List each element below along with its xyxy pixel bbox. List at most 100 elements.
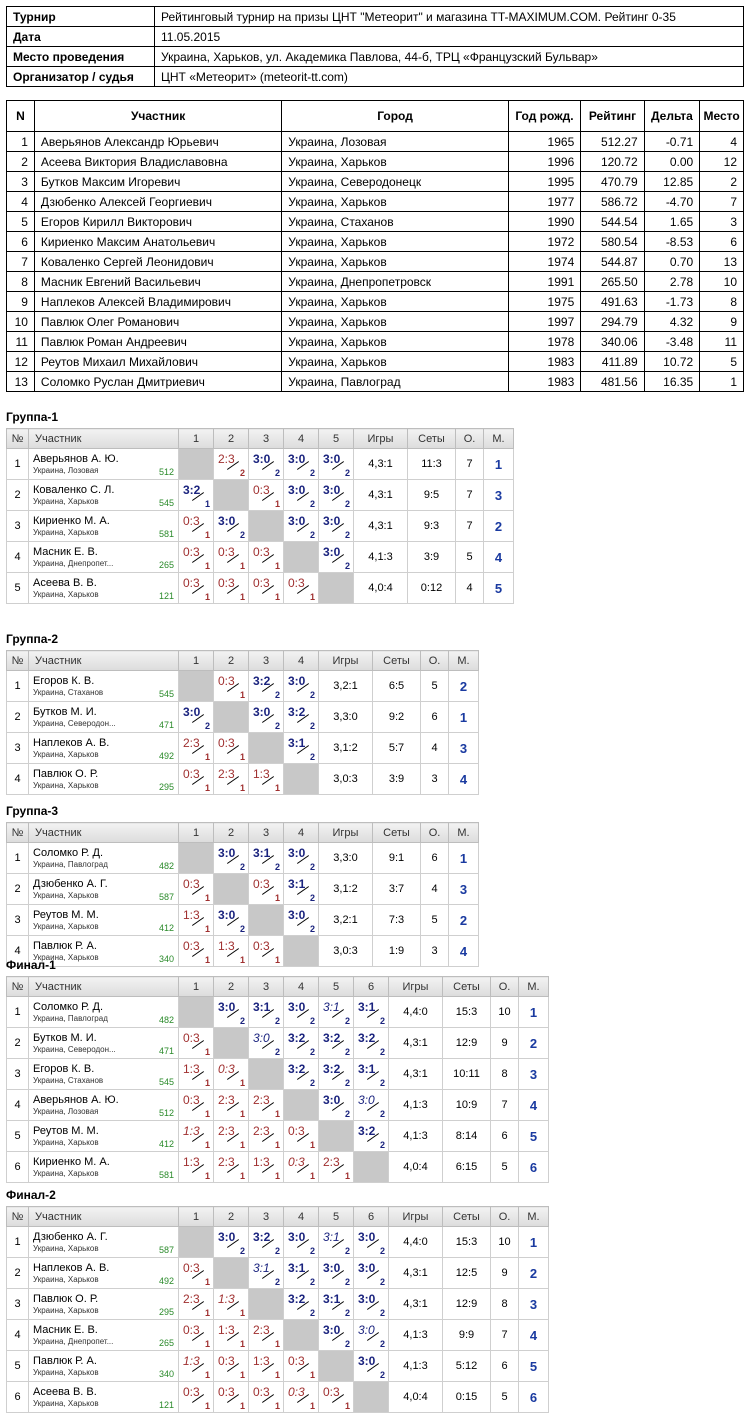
row-points: 5 <box>490 1381 519 1413</box>
match-points: 2 <box>309 893 315 903</box>
player-name: Наплеков А. В. <box>33 1262 110 1274</box>
participant-cell: 8 <box>6 271 35 292</box>
row-no: 2 <box>6 1027 29 1059</box>
self-cell <box>283 1319 319 1351</box>
match-score: 0:3 <box>253 1385 270 1399</box>
self-cell <box>318 1350 354 1382</box>
row-no: 4 <box>6 763 29 795</box>
participant-cell: 10 <box>699 271 744 292</box>
player-rating: 581 <box>158 1170 174 1180</box>
player-city: Украина, Харьков <box>33 1399 99 1408</box>
col-games: Игры <box>388 1206 443 1227</box>
match-points: 2 <box>344 499 350 509</box>
participant-cell: 12 <box>699 151 744 172</box>
match-score: 3:0 <box>253 452 271 466</box>
match-points: 2 <box>344 1078 350 1088</box>
match-cell: 0:3 1 <box>213 732 249 764</box>
match-cell: 3:0 2 <box>213 1226 249 1258</box>
match-points: 1 <box>274 561 280 571</box>
participant-cell: 265.50 <box>580 271 645 292</box>
match-cell: 1:3 1 <box>178 904 214 936</box>
player-rating: 412 <box>158 923 174 933</box>
match-points: 2 <box>204 721 210 731</box>
info-key: Организатор / судья <box>6 66 155 87</box>
player-rating: 482 <box>158 1015 174 1025</box>
match-cell: 2:3 1 <box>248 1089 284 1121</box>
group-row: 3 Реутов М. М. Украина, Харьков 412 1:3 1 3:0 2… <box>6 904 479 936</box>
self-cell <box>213 873 249 905</box>
match-points: 1 <box>204 1308 210 1318</box>
group-row: 1 Соломко Р. Д. Украина, Павлоград 482 3:0 2 3… <box>6 842 479 874</box>
match-cell: 3:0 2 <box>318 541 354 573</box>
match-cell: 3:2 2 <box>248 670 284 702</box>
match-cell: 3:1 2 <box>353 1058 389 1090</box>
participant-cell: 2 <box>699 171 744 192</box>
participant-cell: Соломко Руслан Дмитриевич <box>33 371 283 392</box>
self-cell <box>248 1058 284 1090</box>
participant-cell: 3 <box>6 171 35 192</box>
match-points: 2 <box>274 1047 280 1057</box>
participant-cell: 1996 <box>507 151 582 172</box>
match-score: 3:2 <box>253 1230 271 1244</box>
match-cell: 3:0 2 <box>283 842 319 874</box>
match-cell: 1:3 1 <box>178 1058 214 1090</box>
row-games: 4,0:4 <box>388 1381 443 1413</box>
player-name: Дзюбенко А. Г. <box>33 878 108 890</box>
row-place: 5 <box>518 1350 549 1382</box>
match-points: 1 <box>309 1140 315 1150</box>
match-points: 2 <box>309 1246 315 1256</box>
match-score: 2:3 <box>218 1124 235 1138</box>
match-points: 2 <box>309 1016 315 1026</box>
participant-cell: 470.79 <box>580 171 645 192</box>
participant-row: 1 Аверьянов Александр Юрьевич Украина, Лоз… <box>6 131 744 152</box>
player-name: Бутков М. И. <box>33 706 97 718</box>
row-no: 5 <box>6 572 29 604</box>
group-row: 2 Дзюбенко А. Г. Украина, Харьков 587 0:3 1 0:… <box>6 873 479 905</box>
match-score: 3:2 <box>253 674 271 688</box>
player-city: Украина, Харьков <box>33 1169 99 1178</box>
match-points: 1 <box>204 561 210 571</box>
match-score: 3:2 <box>288 1031 306 1045</box>
match-cell: 0:3 1 <box>178 935 214 967</box>
match-points: 2 <box>274 1277 280 1287</box>
match-points: 2 <box>344 1016 350 1026</box>
match-cell: 3:0 2 <box>353 1319 389 1351</box>
match-points: 1 <box>239 752 245 762</box>
participant-cell: 7 <box>699 191 744 212</box>
participant-cell: 5 <box>699 351 744 372</box>
match-points: 2 <box>344 468 350 478</box>
match-cell: 3:0 2 <box>353 1350 389 1382</box>
match-points: 2 <box>344 530 350 540</box>
col-games: Игры <box>318 650 373 671</box>
match-cell: 3:0 2 <box>318 1257 354 1289</box>
participant-row: 3 Бутков Максим Игоревич Украина, Северодо… <box>6 171 744 192</box>
row-sets: 6:5 <box>372 670 421 702</box>
match-points: 2 <box>344 561 350 571</box>
match-score: 0:3 <box>218 576 235 590</box>
row-no: 6 <box>6 1381 29 1413</box>
col-points: О. <box>490 976 519 997</box>
match-cell: 0:3 1 <box>283 1151 319 1183</box>
row-games: 4,3:1 <box>353 448 408 480</box>
match-points: 2 <box>239 1246 245 1256</box>
player-cell: Асеева В. В. Украина, Харьков 121 <box>28 572 179 604</box>
player-city: Украина, Харьков <box>33 1244 99 1253</box>
row-points: 4 <box>455 572 484 604</box>
col-opponent: 2 <box>213 428 249 449</box>
participant-cell: 0.70 <box>643 251 701 272</box>
match-points: 2 <box>379 1370 385 1380</box>
match-cell: 3:1 2 <box>353 996 389 1028</box>
participant-cell: -1.73 <box>643 291 701 312</box>
match-points: 1 <box>239 783 245 793</box>
match-points: 2 <box>274 690 280 700</box>
match-score: 1:3 <box>183 1155 200 1169</box>
match-score: 3:0 <box>323 1261 341 1275</box>
player-cell: Реутов М. М. Украина, Харьков 412 <box>28 1120 179 1152</box>
player-city: Украина, Харьков <box>33 922 99 931</box>
self-cell <box>248 510 284 542</box>
match-cell: 3:2 2 <box>353 1120 389 1152</box>
participant-cell: Украина, Лозовая <box>281 131 509 152</box>
match-score: 0:3 <box>288 1124 305 1138</box>
col-opponent: 1 <box>178 1206 214 1227</box>
match-points: 2 <box>379 1078 385 1088</box>
